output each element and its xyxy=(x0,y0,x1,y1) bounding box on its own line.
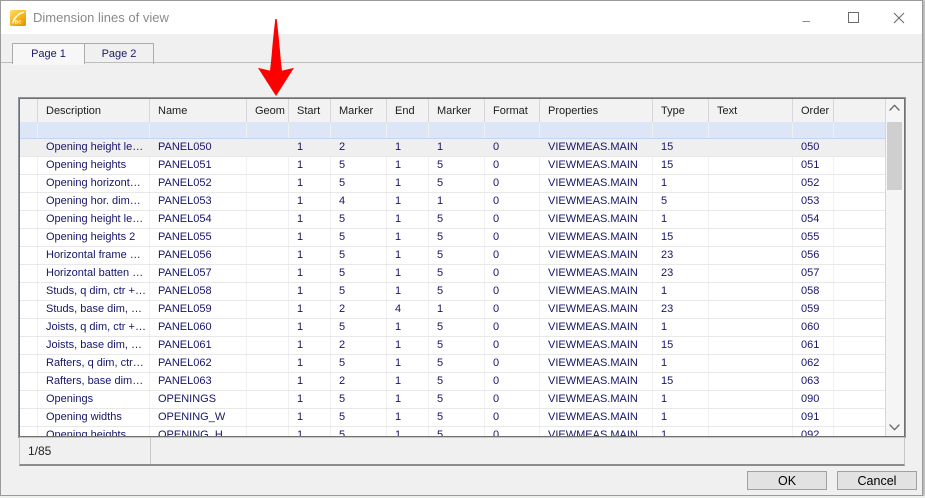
svg-text:BC: BC xyxy=(15,19,22,25)
